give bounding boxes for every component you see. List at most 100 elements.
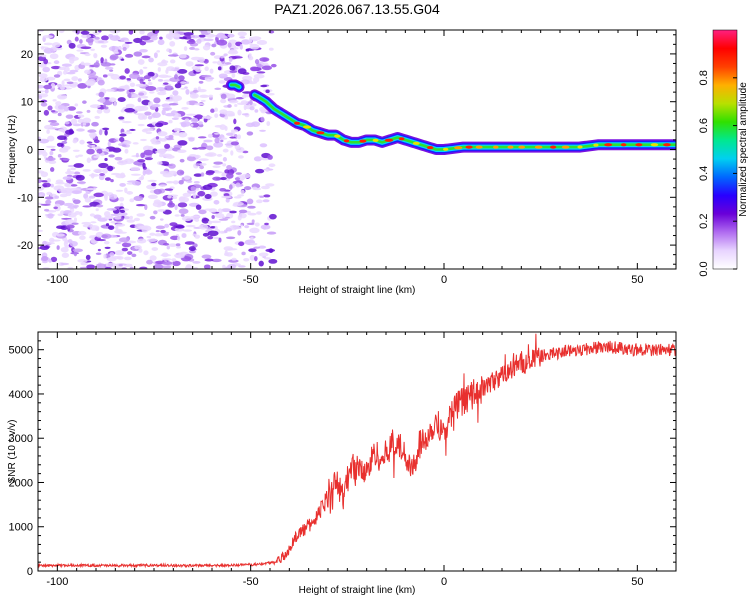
noise-blob — [119, 136, 125, 142]
noise-blob — [79, 211, 83, 217]
noise-blob — [101, 233, 112, 239]
noise-blob — [254, 222, 260, 227]
noise-blob — [207, 235, 214, 240]
noise-blob — [193, 48, 200, 51]
noise-blob — [162, 231, 169, 236]
noise-blob — [107, 141, 111, 147]
noise-blob — [162, 261, 173, 266]
noise-blob — [187, 180, 193, 183]
noise-blob — [173, 127, 180, 132]
ridge-hotspot — [620, 143, 627, 147]
noise-blob — [159, 218, 164, 221]
noise-blob — [157, 39, 165, 46]
noise-blob — [109, 252, 115, 257]
noise-blob — [219, 187, 227, 192]
noise-blob — [53, 60, 60, 65]
noise-blob — [151, 103, 161, 108]
noise-blob — [56, 233, 65, 237]
noise-blob — [124, 148, 129, 154]
noise-blob — [57, 135, 67, 141]
noise-blob — [139, 49, 148, 53]
noise-blob — [227, 104, 232, 108]
noise-blob — [76, 49, 84, 52]
ridge-hotspot — [343, 139, 350, 143]
noise-blob — [226, 248, 238, 251]
noise-blob — [72, 199, 81, 205]
noise-blob — [133, 37, 143, 44]
noise-blob — [122, 120, 132, 124]
noise-blob — [123, 84, 130, 91]
noise-blob — [205, 171, 214, 176]
noise-blob — [218, 80, 226, 84]
noise-blob — [103, 106, 109, 110]
noise-blob — [138, 176, 144, 181]
noise-blob — [248, 53, 252, 57]
noise-blob — [40, 180, 49, 183]
noise-blob — [186, 101, 190, 105]
noise-blob — [220, 93, 227, 100]
noise-blob — [268, 30, 275, 34]
noise-blob — [64, 182, 70, 187]
ridge-hotspot — [635, 143, 643, 147]
noise-blob — [98, 91, 105, 98]
noise-blob — [90, 221, 97, 224]
noise-blob — [253, 73, 265, 79]
noise-blob — [241, 251, 246, 256]
noise-blob — [120, 58, 125, 61]
noise-blob — [209, 68, 214, 74]
snr-y-tick-label: 5000 — [9, 345, 33, 357]
noise-blob — [113, 194, 118, 199]
noise-blob — [145, 131, 153, 135]
noise-blob — [68, 56, 79, 61]
snr-x-tick-label: -50 — [243, 576, 259, 588]
noise-blob — [119, 133, 127, 137]
noise-blob — [244, 225, 250, 229]
colorbar-ticks: 0.0 0.2 0.4 0.6 0.8 — [698, 29, 738, 277]
noise-blob — [73, 251, 78, 257]
noise-blob — [129, 266, 134, 269]
noise-blob — [118, 197, 125, 202]
noise-blob — [133, 51, 143, 57]
noise-blob — [217, 66, 222, 71]
spectrogram-y-tick-label: 0 — [27, 145, 33, 157]
noise-blob — [243, 186, 252, 191]
noise-blob — [201, 254, 212, 259]
snr-plot-area — [38, 333, 676, 569]
noise-blob — [147, 71, 155, 77]
ridge-hotspot — [650, 143, 659, 147]
colorbar-gradient — [713, 30, 737, 269]
noise-blob — [231, 257, 237, 261]
noise-blob — [201, 74, 212, 78]
spectrogram-y-tick-label: -20 — [17, 240, 33, 252]
noise-blob — [184, 265, 194, 269]
noise-blob — [210, 108, 215, 113]
noise-blob — [75, 155, 79, 158]
noise-blob — [129, 215, 133, 220]
noise-blob — [137, 123, 145, 127]
noise-blob — [155, 88, 160, 92]
noise-blob — [213, 161, 223, 165]
noise-blob — [126, 77, 132, 81]
noise-blob — [97, 30, 102, 33]
noise-blob — [131, 253, 137, 258]
noise-blob — [157, 209, 166, 212]
noise-blob — [195, 204, 202, 210]
noise-blob — [190, 117, 199, 123]
noise-blob — [119, 209, 126, 213]
noise-blob — [171, 258, 177, 262]
noise-blob — [231, 220, 236, 224]
noise-blob — [98, 162, 109, 169]
noise-blob — [109, 54, 119, 60]
noise-blob — [160, 254, 172, 257]
noise-blob — [80, 46, 92, 50]
noise-blob — [183, 175, 191, 180]
noise-blob — [252, 186, 258, 190]
noise-blob — [59, 193, 68, 198]
spectrogram-y-tick-label: 10 — [21, 97, 33, 109]
noise-blob — [184, 118, 190, 122]
noise-blob — [249, 66, 259, 72]
noise-blob — [174, 214, 180, 217]
noise-blob — [224, 62, 232, 65]
noise-blob — [119, 75, 126, 80]
noise-blob — [222, 216, 226, 219]
